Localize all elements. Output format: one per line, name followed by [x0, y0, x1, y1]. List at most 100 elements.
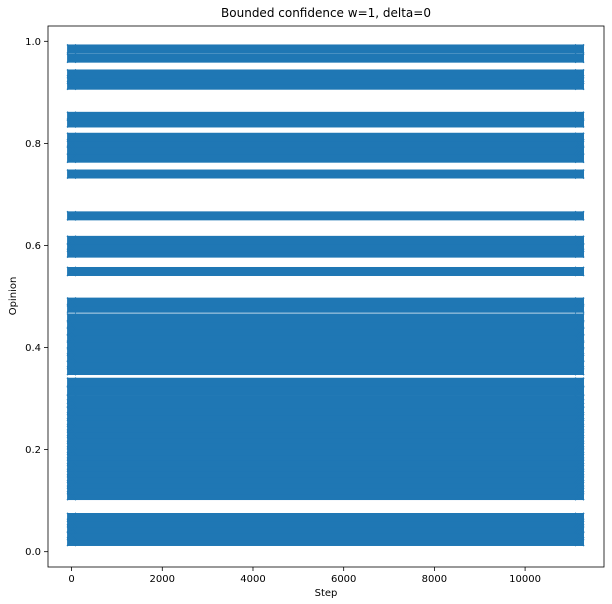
- opinion-marker-row: [67, 434, 585, 444]
- opinion-marker-row: [67, 340, 585, 350]
- y-tick-label: 0.0: [25, 547, 41, 558]
- chart-title: Bounded confidence w=1, delta=0: [221, 6, 431, 20]
- x-marker: [574, 153, 585, 164]
- x-marker: [66, 266, 77, 277]
- x-marker: [66, 312, 77, 324]
- opinion-marker-row: [67, 80, 585, 90]
- x-axis-label: Step: [315, 588, 338, 599]
- opinion-marker-row: [67, 248, 585, 258]
- x-marker: [574, 68, 585, 80]
- x-marker: [66, 512, 77, 523]
- opinion-marker-row: [67, 406, 585, 416]
- x-marker: [574, 210, 585, 221]
- opinion-marker-row: [67, 536, 585, 546]
- x-marker: [574, 53, 585, 64]
- opinion-marker-row: [67, 243, 585, 253]
- opinion-marker-row: [67, 360, 585, 370]
- x-marker: [574, 235, 585, 246]
- data-marks: [66, 43, 585, 547]
- opinion-marker-row: [67, 320, 585, 330]
- x-tick-label: 6000: [331, 574, 356, 585]
- x-tick-label: 10000: [509, 574, 541, 585]
- x-marker: [574, 111, 585, 122]
- x-tick-label: 0: [68, 574, 74, 585]
- opinion-marker-row: [67, 386, 585, 396]
- opinion-marker-row: [67, 479, 585, 489]
- y-tick-label: 0.4: [25, 343, 41, 354]
- opinion-marker-row: [67, 118, 585, 128]
- opinion-marker-row: [67, 377, 585, 387]
- opinion-marker-row: [67, 53, 585, 63]
- opinion-marker-row: [67, 132, 585, 142]
- opinion-marker-row: [67, 468, 585, 478]
- opinion-marker-row: [67, 297, 585, 307]
- x-marker: [574, 266, 585, 277]
- opinion-marker-row: [67, 138, 585, 148]
- y-tick-label: 1.0: [25, 37, 41, 48]
- x-marker: [66, 394, 77, 405]
- opinion-marker-row: [67, 326, 585, 336]
- x-marker: [574, 132, 585, 143]
- opinion-marker-row: [67, 531, 585, 541]
- opinion-marker-row: [67, 313, 585, 323]
- plot-frame: [47, 25, 605, 568]
- opinion-marker-row: [67, 518, 585, 528]
- opinion-marker-row: [67, 395, 585, 405]
- opinion-marker-row: [67, 69, 585, 79]
- opinion-marker-row: [67, 169, 585, 179]
- x-marker: [574, 512, 585, 523]
- opinion-marker-row: [67, 211, 585, 221]
- y-tick-label: 0.8: [25, 139, 41, 150]
- opinion-marker-row: [67, 153, 585, 163]
- opinion-marker-row: [67, 423, 585, 433]
- opinion-marker-row: [67, 411, 585, 421]
- y-tick-label: 0.2: [25, 445, 41, 456]
- y-tick-label: 0.6: [25, 241, 41, 252]
- x-marker: [574, 168, 585, 180]
- opinion-marker-row: [67, 353, 585, 363]
- x-marker: [66, 153, 77, 164]
- y-axis-label: Opinion: [8, 277, 19, 316]
- x-marker: [574, 312, 585, 324]
- opinion-marker-row: [67, 44, 585, 54]
- opinion-marker-row: [67, 524, 585, 534]
- x-marker: [66, 53, 77, 64]
- x-tick-label: 8000: [422, 574, 447, 585]
- opinion-marker-row: [67, 440, 585, 450]
- x-marker: [66, 210, 77, 221]
- opinion-marker-row: [67, 303, 585, 313]
- opinion-marker-row: [67, 366, 585, 376]
- x-marker: [66, 132, 77, 143]
- opinion-marker-row: [67, 451, 585, 461]
- opinion-marker-row: [67, 462, 585, 472]
- x-marker: [66, 377, 77, 388]
- opinion-marker-row: [67, 485, 585, 495]
- x-marker: [574, 297, 585, 308]
- x-marker: [574, 385, 585, 396]
- opinion-marker-row: [67, 333, 585, 343]
- opinion-marker-row: [67, 457, 585, 467]
- opinion-marker-row: [67, 75, 585, 85]
- x-marker: [66, 385, 77, 396]
- x-marker: [66, 43, 77, 55]
- x-marker: [66, 168, 77, 180]
- x-axis: 0 2000 4000 6000 8000 10000: [68, 567, 541, 585]
- opinion-marker-row: [67, 347, 585, 357]
- x-marker: [574, 377, 585, 388]
- x-marker: [66, 297, 77, 308]
- x-marker: [66, 111, 77, 122]
- x-marker: [574, 43, 585, 55]
- opinion-marker-row: [67, 474, 585, 484]
- opinion-marker-row: [67, 235, 585, 245]
- opinion-marker-row: [67, 145, 585, 155]
- opinion-marker-row: [67, 491, 585, 501]
- opinion-marker-row: [67, 111, 585, 121]
- opinion-marker-row: [67, 512, 585, 522]
- opinion-marker-row: [67, 418, 585, 428]
- x-marker: [574, 394, 585, 405]
- x-tick-label: 4000: [240, 574, 265, 585]
- x-marker: [66, 68, 77, 80]
- x-marker: [66, 235, 77, 246]
- opinion-marker-row: [67, 266, 585, 276]
